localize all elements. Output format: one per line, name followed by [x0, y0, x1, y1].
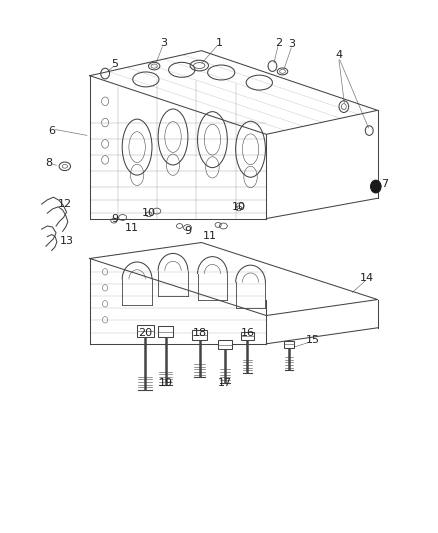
Text: 9: 9 — [184, 226, 191, 236]
Text: 18: 18 — [193, 328, 207, 338]
Text: 12: 12 — [58, 199, 72, 208]
Text: 15: 15 — [306, 335, 320, 345]
FancyBboxPatch shape — [241, 332, 254, 340]
FancyBboxPatch shape — [218, 340, 232, 349]
Text: 19: 19 — [159, 378, 173, 387]
Text: 9: 9 — [111, 214, 118, 223]
Text: 4: 4 — [335, 51, 342, 60]
Text: 16: 16 — [240, 328, 254, 338]
FancyBboxPatch shape — [284, 341, 294, 348]
Circle shape — [371, 180, 381, 193]
FancyBboxPatch shape — [137, 325, 154, 337]
Text: 3: 3 — [289, 39, 296, 49]
Text: 6: 6 — [48, 126, 55, 135]
FancyBboxPatch shape — [158, 326, 173, 337]
Text: 17: 17 — [218, 378, 232, 387]
Text: 14: 14 — [360, 273, 374, 283]
Text: 11: 11 — [124, 223, 138, 232]
Text: 10: 10 — [142, 208, 156, 218]
Text: 5: 5 — [111, 59, 118, 69]
Text: 11: 11 — [203, 231, 217, 241]
Text: 10: 10 — [232, 202, 246, 212]
Text: 2: 2 — [275, 38, 282, 47]
Text: 8: 8 — [46, 158, 53, 167]
Text: 3: 3 — [160, 38, 167, 47]
Text: 1: 1 — [215, 38, 223, 47]
Text: 13: 13 — [60, 236, 74, 246]
Text: 7: 7 — [381, 179, 388, 189]
FancyBboxPatch shape — [192, 330, 207, 340]
Text: 20: 20 — [138, 328, 152, 338]
